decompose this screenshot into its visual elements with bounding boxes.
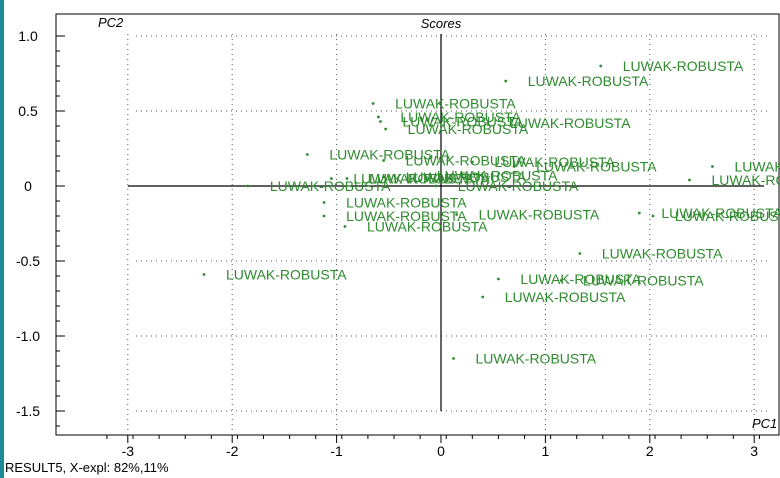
data-point-label: LUWAK-ROBUSTA [494, 154, 615, 170]
x-tick-label: 0 [437, 443, 445, 459]
data-point [651, 214, 655, 218]
x-tick-label: 1 [542, 443, 550, 459]
data-point-label: LUWAK-ROBUSTA [661, 205, 780, 221]
chart-title: Scores [421, 16, 462, 31]
data-point-label: LUWAK-ROBUSTA [406, 169, 527, 185]
data-point-label: LUWAK-ROBUSTA [476, 351, 597, 367]
data-point [481, 295, 485, 299]
y-axis-label: PC2 [98, 15, 124, 30]
data-point [504, 79, 508, 83]
data-point [455, 213, 459, 216]
x-axis-label: PC1 [752, 416, 777, 431]
data-point [599, 64, 603, 68]
result-footer: RESULT5, X-expl: 82%,11% [5, 460, 169, 475]
data-point-label: LUWAK-ROBUSTA [458, 178, 579, 194]
data-point [379, 120, 382, 123]
x-tick-label: 2 [646, 443, 654, 459]
data-point-label: LUWAK-ROBUSTA [353, 171, 474, 187]
data-point-label: LUWAK-ROBUSTA [402, 114, 523, 130]
data-point [688, 178, 691, 182]
data-point-label: LUWAK-ROBUSTA [346, 208, 467, 224]
data-point-label: LUWAK-ROBUSTA [369, 171, 490, 187]
data-point-label: LUWAK-ROBUSTA [395, 96, 516, 112]
x-tick-label: -2 [226, 443, 239, 459]
data-point-label: LUWAK-ROBUSTA [479, 207, 600, 223]
data-point [376, 115, 380, 119]
data-point [343, 225, 347, 228]
y-tick-label: 0.5 [18, 103, 38, 119]
y-tick-label: -1.0 [16, 328, 40, 344]
data-point [329, 177, 333, 180]
data-point [452, 357, 455, 360]
data-point [578, 252, 582, 255]
data-point-label: LUWAK-ROBUSTA [400, 109, 521, 125]
data-point-label: LUWAK-ROBUSTA [528, 73, 649, 89]
data-point-label: LUWAK-ROBUSTA [711, 172, 780, 188]
data-point [371, 102, 375, 105]
data-point [382, 159, 385, 162]
data-point [413, 174, 417, 177]
data-point-label: LUWAK-ROBUSTA [734, 159, 780, 175]
plot-frame [55, 13, 780, 436]
x-tick-label: -1 [330, 443, 343, 459]
data-point [486, 121, 490, 125]
data-point [246, 184, 250, 188]
data-point [434, 184, 438, 188]
data-point-label: LUWAK-ROBUSTA [270, 178, 391, 194]
data-point-label: LUWAK-ROBUSTA [408, 121, 529, 137]
data-point-label: LUWAK-ROBUSTA [346, 195, 467, 211]
data-point [559, 279, 563, 282]
window-edge-bar [0, 0, 4, 478]
data-point-label: LUWAK-ROBUSTA [602, 246, 723, 262]
data-point [322, 201, 326, 204]
y-tick-label: -1.5 [16, 403, 40, 419]
data-point [711, 165, 714, 168]
data-point [345, 177, 349, 180]
data-point-label: LUWAK-ROBUSTA [675, 208, 780, 224]
y-tick-label: -0.5 [16, 253, 40, 269]
x-tick-label: 3 [750, 443, 758, 459]
data-point-label: LUWAK-ROBUSTA [437, 168, 558, 184]
data-point-label: LUWAK-ROBUSTA [329, 147, 450, 163]
data-point-label: LUWAK-ROBUSTA [520, 271, 641, 287]
data-point-label: LUWAK-ROBUSTA [505, 289, 626, 305]
data-point-label: LUWAK-ROBUSTA [623, 58, 744, 74]
data-point-label: LUWAK-ROBUSTA [226, 267, 347, 283]
data-point [384, 127, 388, 131]
data-point-label: LUWAK-ROBUSTA [367, 219, 488, 235]
data-point [497, 277, 500, 281]
y-tick-label: 0 [24, 178, 32, 194]
data-point-label: LUWAK-ROBUSTA [536, 159, 657, 175]
data-point [637, 211, 641, 215]
data-point [305, 153, 309, 156]
data-point-label: LUWAK-ROBUSTA [406, 153, 527, 169]
data-point [512, 165, 516, 168]
data-point [470, 160, 474, 164]
x-tick-label: -3 [122, 443, 135, 459]
data-point [382, 175, 385, 179]
data-point [202, 273, 206, 276]
y-tick-label: 1.0 [18, 28, 38, 44]
data-point-label: LUWAK-ROBUSTA [510, 115, 631, 131]
data-point-label: LUWAK-ROBUSTA [583, 273, 704, 289]
data-point [322, 214, 326, 218]
